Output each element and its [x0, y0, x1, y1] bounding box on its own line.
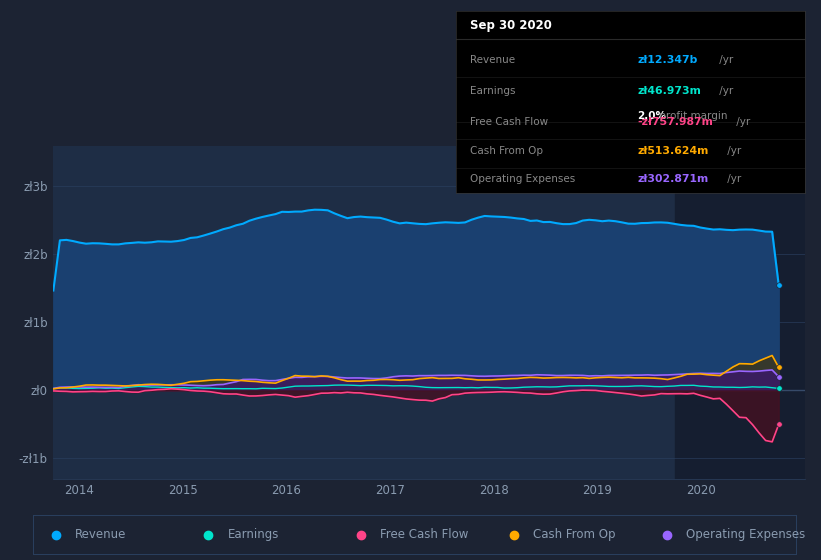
Text: zł302.871m: zł302.871m: [637, 174, 709, 184]
Text: zł46.973m: zł46.973m: [637, 86, 701, 96]
Text: /yr: /yr: [724, 174, 741, 184]
Text: /yr: /yr: [716, 55, 733, 66]
Text: /yr: /yr: [724, 146, 741, 156]
Text: Cash From Op: Cash From Op: [470, 146, 543, 156]
Text: Free Cash Flow: Free Cash Flow: [380, 528, 469, 542]
Text: /yr: /yr: [716, 86, 733, 96]
Text: Earnings: Earnings: [470, 86, 515, 96]
Text: profit margin: profit margin: [656, 111, 727, 121]
Text: -zł757.987m: -zł757.987m: [637, 117, 713, 127]
Text: Cash From Op: Cash From Op: [533, 528, 616, 542]
Text: /yr: /yr: [733, 117, 750, 127]
Text: Revenue: Revenue: [470, 55, 515, 66]
Text: Sep 30 2020: Sep 30 2020: [470, 19, 552, 32]
Text: Revenue: Revenue: [75, 528, 126, 542]
Text: zł12.347b: zł12.347b: [637, 55, 698, 66]
Text: Operating Expenses: Operating Expenses: [686, 528, 805, 542]
Text: Earnings: Earnings: [227, 528, 279, 542]
Bar: [675, 146, 821, 479]
Text: Free Cash Flow: Free Cash Flow: [470, 117, 548, 127]
Text: zł513.624m: zł513.624m: [637, 146, 709, 156]
Text: Operating Expenses: Operating Expenses: [470, 174, 575, 184]
Text: 2.0%: 2.0%: [637, 111, 666, 121]
